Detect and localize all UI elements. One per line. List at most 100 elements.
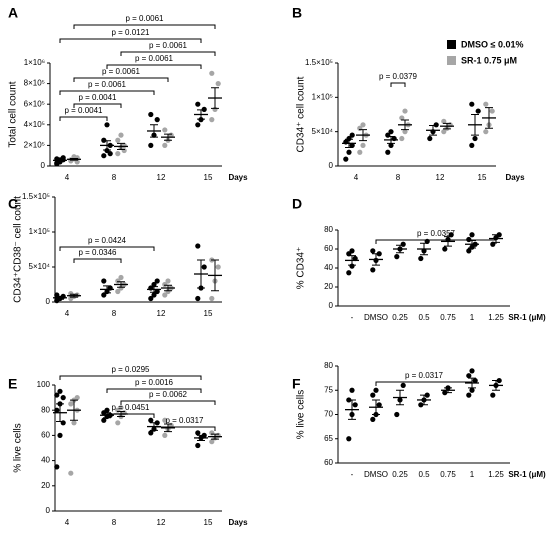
p-value: p = 0.0041 [64,106,103,115]
error-bar [401,119,409,131]
significance-bracket [59,38,202,43]
error-bar [443,122,451,130]
data-point [104,147,110,154]
error-bar [492,380,500,391]
significance-bracket [375,381,473,386]
data-point [162,281,168,288]
data-point [469,101,475,107]
data-point [394,411,400,418]
error-bar [211,87,219,109]
p-value: p = 0.0379 [379,72,418,81]
significance-bracket [106,388,202,393]
data-point [442,246,448,252]
data-point [107,151,113,157]
y-tick-label: 20 [41,481,50,490]
data-point [385,149,391,155]
x-tick-label: 0.25 [392,470,408,479]
error-bar [471,114,479,136]
x-tick-label: 12 [436,173,445,182]
data-point [68,470,74,476]
x-tick-label: - [351,470,354,479]
x-tick-label: 1 [470,470,475,479]
y-tick-label: 60 [324,458,333,467]
data-point [60,395,66,401]
data-point [162,432,168,438]
error-bar [70,157,78,161]
p-value: p = 0.0041 [78,93,117,102]
y-tick-label: 65 [324,434,333,443]
data-point [466,373,472,379]
x-tick-label: 8 [112,518,117,527]
panel-letter: F [292,376,301,392]
data-point [346,149,352,155]
data-point [399,115,405,121]
significance-bracket [73,24,216,29]
p-value: p = 0.0061 [135,54,174,63]
data-point [101,417,107,423]
y-axis-label: % live cells [13,423,24,472]
y-tick-label: 0 [46,506,51,515]
panel-letter: C [8,196,18,212]
legend-label: SR-1 0.75 μM [461,55,517,65]
data-point [195,295,201,302]
y-tick-label: 6×10⁵ [24,99,45,108]
y-tick-label: 1×10⁵ [29,227,50,236]
x-tick-label: 15 [204,173,213,182]
data-point [118,405,124,411]
data-point [68,401,74,407]
y-tick-label: 80 [41,405,50,414]
data-point [441,118,447,124]
error-bar [70,293,78,298]
data-point [198,117,204,123]
p-value: p = 0.0317 [405,371,444,380]
data-point [433,122,439,128]
p-value: p = 0.0357 [417,229,456,238]
error-bar [103,140,111,151]
data-point [148,417,154,423]
y-tick-label: 80 [324,361,333,370]
x-tick-label: 8 [396,173,401,182]
data-point [104,122,110,128]
significance-bracket [59,116,108,121]
data-point [118,285,124,291]
data-point [349,387,355,393]
data-point [201,106,207,112]
data-point [162,127,168,133]
data-point [71,420,77,426]
data-point [349,142,355,148]
error-bar [348,399,356,420]
error-bar [211,259,219,292]
data-point [370,267,376,273]
legend-label: DMSO ≤ 0.01% [461,39,523,49]
panel-letter: E [8,376,17,392]
data-point [195,243,201,249]
data-point [400,382,406,388]
legend-swatch [447,56,456,65]
x-tick-label: 12 [157,173,166,182]
p-value: p = 0.0061 [88,80,127,89]
y-axis-label: CD34⁺CD38⁻ cell count [13,196,24,303]
data-point [370,248,376,254]
data-point [148,142,154,148]
data-point [60,420,66,426]
error-bar [164,133,172,141]
data-point [195,101,201,107]
data-point [104,407,110,413]
data-point [195,430,201,436]
error-bar [56,159,64,162]
data-point [209,117,215,123]
x-tick-label: 8 [112,173,117,182]
data-point [388,129,394,135]
data-point [469,142,475,148]
data-point [54,407,60,413]
significance-bracket [153,426,216,431]
panel-letter: A [8,5,18,21]
error-bar [117,281,125,288]
data-point [343,156,349,162]
significance-bracket [106,64,202,69]
data-point [148,295,154,302]
error-bar [117,142,125,151]
data-point [115,151,121,157]
y-tick-label: 70 [324,410,333,419]
